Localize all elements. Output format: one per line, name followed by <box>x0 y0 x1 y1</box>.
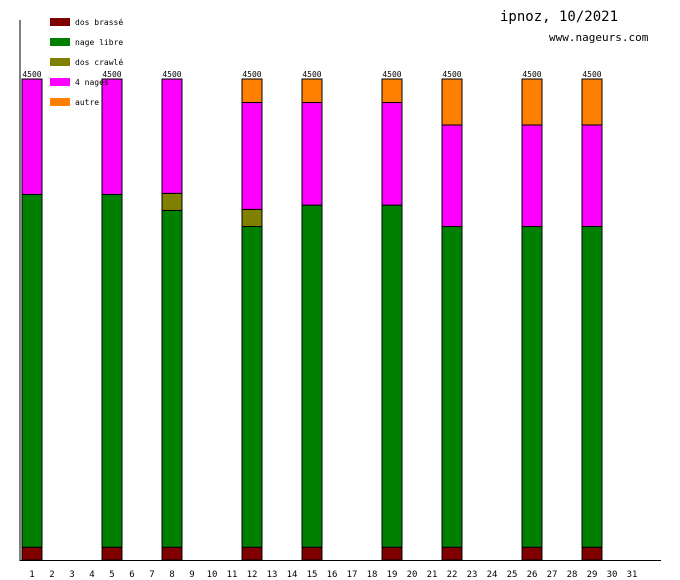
legend-label: nage libre <box>75 38 123 47</box>
bar-segment <box>301 546 323 561</box>
bar-segment <box>441 78 463 126</box>
bar-total-label: 4500 <box>382 70 401 79</box>
bar-segment <box>161 78 183 194</box>
bars-group <box>21 78 603 561</box>
x-tick-label: 30 <box>607 570 618 580</box>
bar-segment <box>521 546 543 561</box>
bar-total-label: 4500 <box>242 70 261 79</box>
x-tick-label: 31 <box>627 570 638 580</box>
bar-segment <box>241 102 263 210</box>
bar-total-label: 4500 <box>22 70 41 79</box>
x-tick-label: 11 <box>227 570 238 580</box>
x-tick-label: 4 <box>89 570 94 580</box>
legend-label: dos brassé <box>75 17 123 27</box>
bar-segment <box>241 78 263 104</box>
bar-segment <box>21 546 43 561</box>
bar-segment <box>581 226 603 548</box>
x-tick-label: 18 <box>367 570 378 580</box>
x-tick-label: 1 <box>29 570 34 580</box>
x-tick-label: 19 <box>387 570 398 580</box>
bar-segment <box>161 546 183 561</box>
x-tick-label: 22 <box>447 570 458 580</box>
x-tick-label: 25 <box>507 570 518 580</box>
x-tick-label: 17 <box>347 570 358 580</box>
x-tick-label: 7 <box>149 570 154 580</box>
x-tick-label: 8 <box>169 570 174 580</box>
bar-segment <box>521 226 543 548</box>
x-tick-label: 9 <box>189 570 194 580</box>
x-tick-label: 5 <box>109 570 114 580</box>
x-tick-label: 2 <box>49 570 54 580</box>
x-tick-label: 14 <box>287 570 298 580</box>
bar-segment <box>441 226 463 548</box>
bar-segment <box>381 204 403 548</box>
bar-total-label: 4500 <box>102 70 121 79</box>
bar-total-label: 4500 <box>302 70 321 79</box>
bar-segment <box>381 546 403 561</box>
bar-segment <box>301 78 323 104</box>
bar-segment <box>521 78 543 126</box>
bar-segment <box>241 208 263 228</box>
x-tick-label: 24 <box>487 570 498 580</box>
legend-swatch <box>50 98 70 106</box>
site-url: www.nageurs.com <box>549 31 649 44</box>
total-labels: 4500 4500 4500 4500 4500 4500 4500 4500 4500 <box>22 70 601 79</box>
bar-segment <box>21 193 43 548</box>
x-tick-label: 21 <box>427 570 438 580</box>
bar-total-label: 4500 <box>162 70 181 79</box>
bar-segment <box>441 124 463 228</box>
bar-segment <box>241 546 263 561</box>
legend-swatch <box>50 78 70 86</box>
bar-segment <box>21 78 43 195</box>
x-tick-label: 3 <box>69 570 74 580</box>
legend-swatch <box>50 18 70 26</box>
x-tick-label: 27 <box>547 570 558 580</box>
x-tick-label: 29 <box>587 570 598 580</box>
bar-segment <box>441 546 463 561</box>
x-tick-label: 23 <box>467 570 478 580</box>
bar-segment <box>581 124 603 228</box>
bar-segment <box>101 546 123 561</box>
bar-segment <box>241 226 263 548</box>
bar-segment <box>101 78 123 195</box>
legend-label: 4 nages <box>75 78 109 87</box>
x-tick-label: 13 <box>267 570 278 580</box>
legend-label: autre <box>75 98 99 107</box>
x-tick-label: 16 <box>327 570 338 580</box>
bar-segment <box>381 78 403 104</box>
x-tick-label: 15 <box>307 570 318 580</box>
bar-segment <box>381 102 403 206</box>
legend-swatch <box>50 58 70 66</box>
bar-segment <box>161 192 183 211</box>
x-tick-label: 28 <box>567 570 578 580</box>
bar-total-label: 4500 <box>522 70 541 79</box>
axes-group <box>19 20 661 561</box>
bar-segment <box>581 546 603 561</box>
legend-swatch <box>50 38 70 46</box>
bar-segment <box>161 209 183 548</box>
legend-label: dos crawlé <box>75 57 123 67</box>
x-tick-label: 12 <box>247 570 258 580</box>
chart-title: ipnoz, 10/2021 <box>500 9 619 25</box>
x-tick-label: 6 <box>129 570 134 580</box>
bar-segment <box>301 204 323 548</box>
x-tick-label: 10 <box>207 570 218 580</box>
bar-total-label: 4500 <box>582 70 601 79</box>
x-tick-labels: 1 2 3 4 5 6 7 8 9 10 11 12 13 14 15 16 17 18 19 20 21 22 23 24 2… <box>29 570 637 580</box>
x-tick-label: 26 <box>527 570 538 580</box>
bar-total-label: 4500 <box>442 70 461 79</box>
bar-segment <box>101 193 123 548</box>
bar-segment <box>301 102 323 206</box>
bar-segment <box>521 124 543 228</box>
x-tick-label: 20 <box>407 570 418 580</box>
legend: dos brassé nage libre dos crawlé 4 nages aut… <box>50 17 123 107</box>
bar-segment <box>581 78 603 126</box>
